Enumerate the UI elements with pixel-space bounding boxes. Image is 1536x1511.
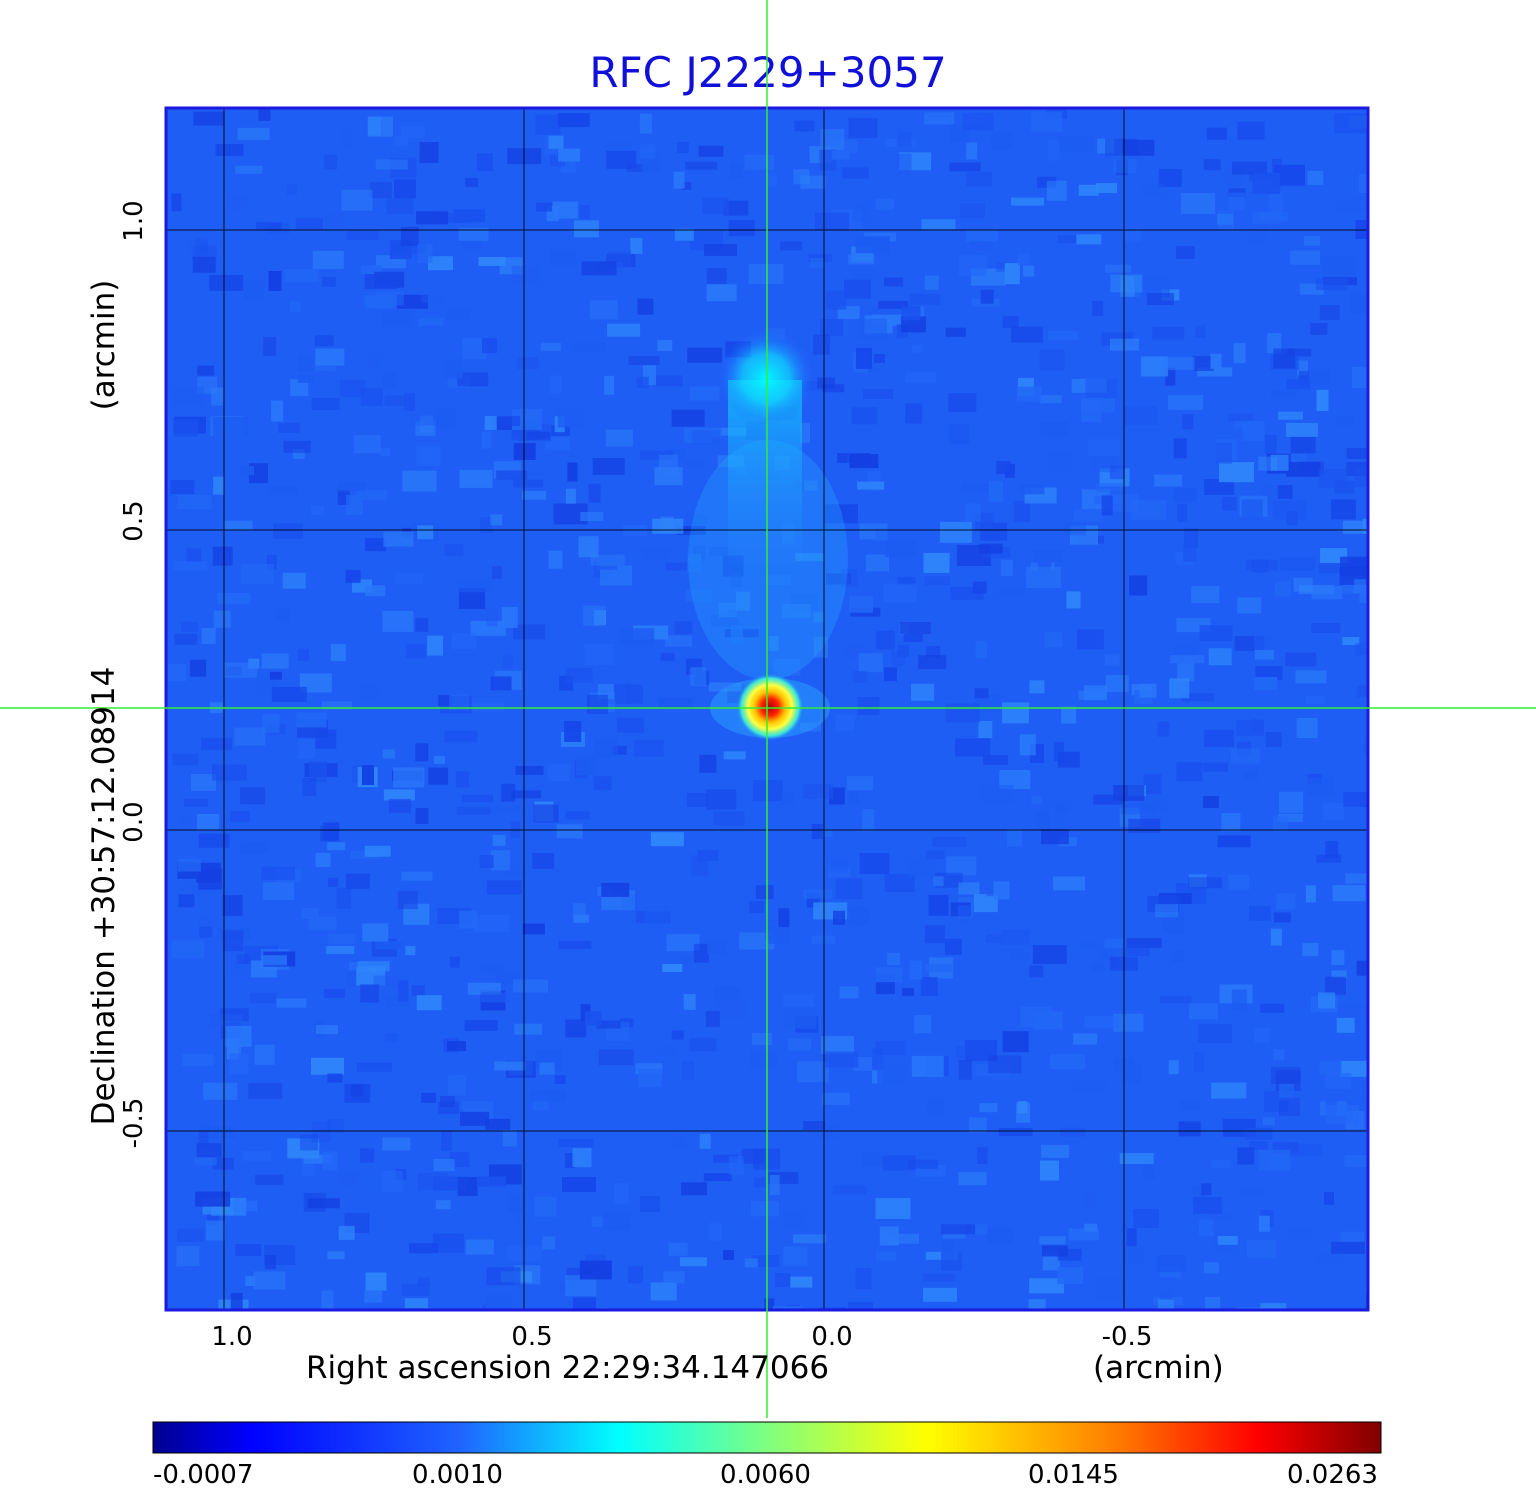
colorbar-tick-label: 0.0263 xyxy=(1287,1460,1378,1490)
source-title: RFC J2229+3057 xyxy=(589,48,947,97)
colorbar-tick-label: 0.0145 xyxy=(1028,1460,1119,1490)
y-axis-label: Declination +30:57:12.08914 xyxy=(86,666,122,1126)
y-tick-label: -0.5 xyxy=(119,1097,149,1149)
colorbar-tick-label: 0.0010 xyxy=(412,1460,503,1490)
radio-core xyxy=(736,673,804,741)
sky-image xyxy=(166,108,1368,1310)
x-tick-label: 0.0 xyxy=(811,1322,853,1352)
y-axis-unit: (arcmin) xyxy=(86,279,122,411)
x-axis-unit: (arcmin) xyxy=(1093,1350,1224,1386)
jet-knot xyxy=(718,330,814,426)
y-tick-label: 0.0 xyxy=(119,801,149,843)
x-axis-label: Right ascension 22:29:34.147066 xyxy=(306,1350,830,1386)
x-tick-label: -0.5 xyxy=(1101,1322,1153,1352)
x-tick-label: 1.0 xyxy=(211,1322,253,1352)
colorbar-tick-label: -0.0007 xyxy=(153,1460,254,1490)
x-tick-label: 0.5 xyxy=(511,1322,553,1352)
colorbar xyxy=(152,1421,1382,1454)
colorbar-tick-label: 0.0060 xyxy=(720,1460,811,1490)
crosshair[interactable] xyxy=(0,0,1536,1418)
y-tick-label: 0.5 xyxy=(119,500,149,542)
y-tick-label: 1.0 xyxy=(119,200,149,242)
